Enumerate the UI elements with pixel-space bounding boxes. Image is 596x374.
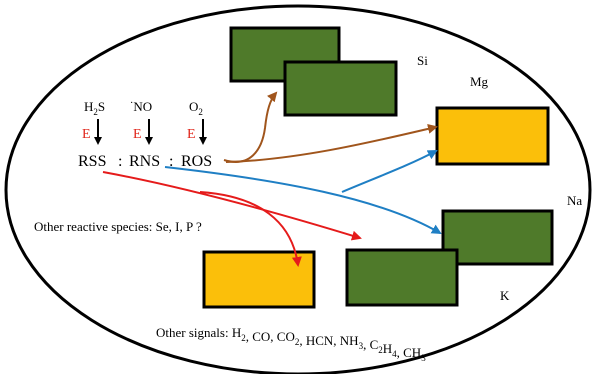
separator-2: : bbox=[169, 153, 173, 170]
brown-arrow-right bbox=[225, 123, 438, 163]
yellow-box-bottom-left bbox=[202, 250, 316, 309]
source-no: ·NO bbox=[130, 98, 152, 114]
other-signals: Other signals: H2, CO, CO2, HCN, NH3, C2… bbox=[156, 325, 426, 363]
red-arrow-right bbox=[102, 171, 362, 241]
label-k: K bbox=[500, 288, 510, 303]
label-mg: Mg bbox=[470, 74, 489, 89]
cell-outline bbox=[4, 4, 592, 374]
green-box-top-right bbox=[283, 60, 398, 117]
enzyme-label-1: E bbox=[82, 127, 91, 142]
red-arrow-down bbox=[199, 191, 302, 267]
enzyme-label-3: E bbox=[187, 127, 196, 142]
label-na: Na bbox=[567, 193, 582, 208]
brown-arrow-up bbox=[223, 91, 278, 163]
other-reactive-species: Other reactive species: Se, I, P ? bbox=[34, 219, 202, 234]
label-si: Si bbox=[417, 53, 428, 68]
source-o2: O2 bbox=[189, 99, 203, 117]
enzyme-label-2: E bbox=[133, 127, 142, 142]
green-box-bottom-middle bbox=[345, 248, 459, 307]
species-rss: RSS bbox=[78, 153, 106, 170]
separator-1: : bbox=[118, 153, 122, 170]
blue-arrow-lower bbox=[164, 166, 442, 235]
blue-arrow-upper bbox=[341, 150, 438, 193]
species-rns: RNS bbox=[129, 153, 160, 170]
yellow-box-right bbox=[435, 106, 550, 166]
species-ros: ROS bbox=[181, 153, 212, 170]
green-box-bottom-right-back bbox=[441, 209, 554, 266]
source-h2s: H2S bbox=[84, 99, 105, 117]
